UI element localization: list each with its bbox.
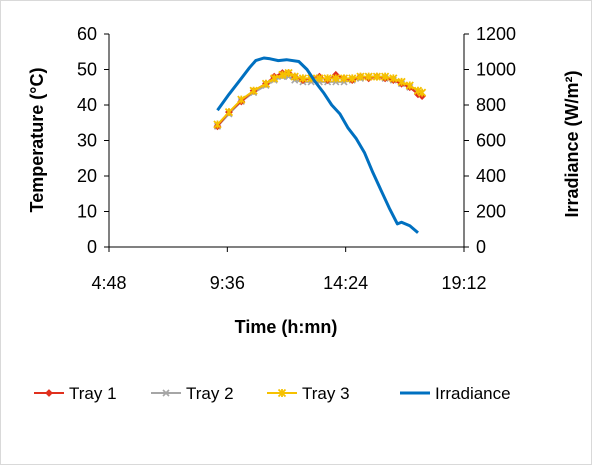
left-tick-label: 0 [87,237,97,257]
right-tick-label: 0 [476,237,486,257]
legend-marker-tray-1 [45,389,53,397]
data-point-tray-3 [237,95,246,104]
x-tick-label: 9:36 [210,273,245,293]
x-axis-title: Time (h:mn) [235,317,338,337]
data-point-tray-3 [298,74,308,83]
legend-label-tray-1: Tray 1 [69,384,117,403]
right-tick-label: 1200 [476,24,516,44]
legend-label-irradiance: Irradiance [435,384,511,403]
data-point-tray-3 [270,74,279,83]
right-tick-label: 400 [476,166,506,186]
data-point-tray-3 [405,81,414,90]
legend-marker-tray-3 [277,388,287,398]
left-axis-ticks: 0 10 20 30 40 50 60 [77,24,109,257]
data-point-tray-3 [261,79,271,88]
data-point-tray-3 [331,74,340,83]
data-point-tray-3 [389,74,398,83]
legend-marker-tray-2 [162,389,170,397]
series-layer [213,56,427,234]
left-tick-label: 60 [77,24,97,44]
left-tick-label: 20 [77,166,97,186]
data-point-tray-3 [284,68,293,78]
left-tick-label: 30 [77,131,97,151]
x-tick-label: 14:24 [323,273,368,293]
data-point-tray-3 [213,120,222,129]
data-point-tray-3 [356,72,365,81]
data-point-tray-3 [278,70,287,79]
y-axis-title-right: Irradiance (W/m²) [562,70,582,217]
data-point-tray-3 [224,107,234,117]
x-tick-label: 4:48 [91,273,126,293]
legend-item-irradiance: Irradiance [400,384,511,403]
series-irradiance [216,56,419,234]
right-tick-label: 600 [476,131,506,151]
legend-item-tray-3: Tray 3 [267,384,350,403]
data-point-tray-3 [372,72,382,81]
right-tick-label: 800 [476,95,506,115]
x-tick-label: 19:12 [441,273,486,293]
data-point-tray-3 [249,86,258,95]
y-axis-title-left: Temperature (°C) [27,68,47,213]
right-tick-label: 200 [476,202,506,222]
legend-item-tray-1: Tray 1 [34,384,117,403]
plot-area [108,34,465,248]
left-tick-label: 50 [77,60,97,80]
data-point-tray-3 [380,72,390,81]
right-axis-ticks: 0 200 400 600 800 1000 1200 [464,24,516,257]
series-tray-3 [213,68,427,129]
data-point-tray-3 [417,88,427,97]
legend-label-tray-3: Tray 3 [302,384,350,403]
series-line-irradiance [216,56,419,234]
left-tick-label: 10 [77,202,97,222]
right-tick-label: 1000 [476,60,516,80]
data-point-tray-3 [364,72,373,81]
data-point-tray-3 [323,74,332,83]
data-point-tray-3 [290,72,299,81]
legend: Tray 1 Tray 2 Tray 3 Irradiance [34,384,511,403]
data-point-tray-3 [397,77,406,87]
data-point-tray-3 [315,74,324,83]
legend-item-tray-2: Tray 2 [151,384,234,403]
series-line-tray-2 [216,75,423,127]
data-point-tray-3 [339,74,349,83]
legend-label-tray-2: Tray 2 [186,384,234,403]
left-tick-label: 40 [77,95,97,115]
data-point-tray-3 [348,74,357,83]
x-axis-ticks: 4:48 9:36 14:24 19:12 [91,247,487,293]
